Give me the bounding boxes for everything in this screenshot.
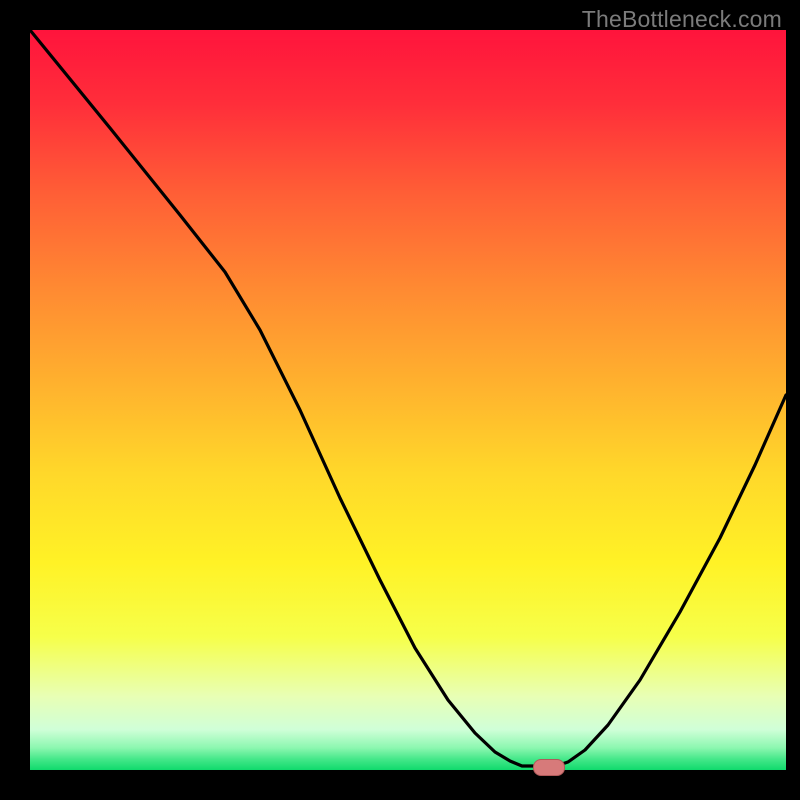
bottleneck-curve bbox=[0, 0, 800, 800]
chart-container: { "watermark": { "text": "TheBottleneck.… bbox=[0, 0, 800, 800]
bottleneck-marker bbox=[533, 759, 565, 776]
watermark-text: TheBottleneck.com bbox=[582, 6, 782, 33]
